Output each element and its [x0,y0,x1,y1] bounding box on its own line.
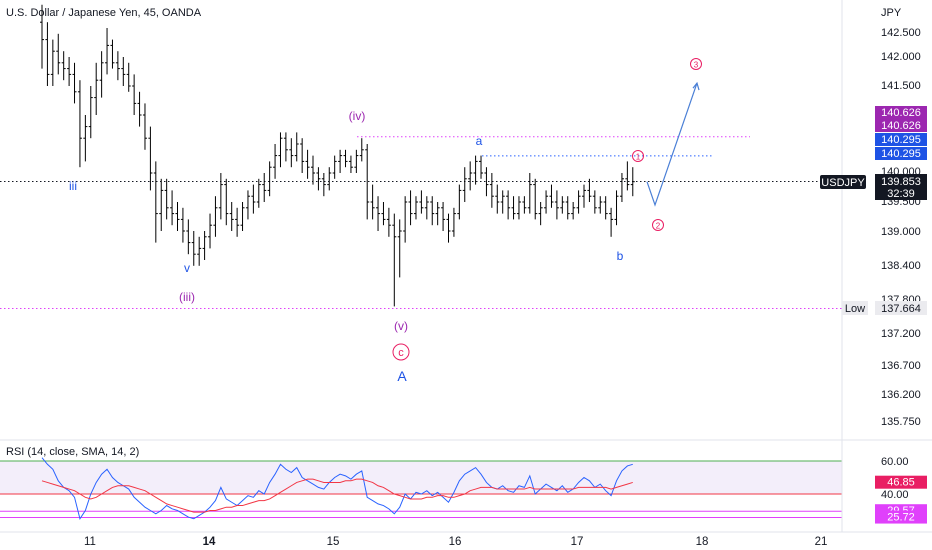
price-badge-label: 140.626 [881,120,921,132]
rsi-tick-label: 60.00 [881,456,909,468]
wave-circle [392,343,410,361]
price-tick-label: 135.750 [881,416,921,428]
price-tick-label: 142.500 [881,27,921,39]
wave-circle [632,150,644,162]
currency-unit: JPY [881,7,902,19]
wave-label: b [617,249,624,263]
wave-label: 1 [636,153,641,162]
symbol-tag-label: USDJPY [821,177,865,189]
wave-label: (iii) [179,290,195,304]
rsi-band [0,461,842,494]
current-price-label: 139.853 [881,176,921,188]
price-tick-label: 138.400 [881,260,921,272]
wave-label: v [184,261,190,275]
wave-labels: iii v (iii) (iv) (v) cAa b 1 2 3 [69,58,702,384]
wave-circle [690,58,702,70]
countdown-label: 32:39 [887,188,915,200]
price-tick-label: 142.000 [881,51,921,63]
price-badge [875,119,927,132]
level-lines [0,136,842,309]
price-tick-label: 136.700 [881,360,921,372]
wave-label: iii [69,179,77,193]
wave-circle [652,219,664,231]
rsi-title: RSI (14, close, SMA, 14, 2) [6,446,139,458]
price-badge [875,106,927,119]
symbol-tag [820,175,866,189]
rsi-pane[interactable] [0,457,842,520]
wave-label: a [476,134,483,148]
time-tick-label: 18 [696,536,709,548]
low-tag-label: Low [845,303,865,315]
price-tick-label: 136.200 [881,389,921,401]
arrow-head [692,81,700,91]
price-badge-label: 140.295 [881,148,921,160]
time-tick-label: 21 [815,536,828,548]
time-tick-label: 11 [84,536,96,548]
time-tick-label: 14 [203,536,216,548]
price-tick-label: 139.000 [881,226,921,238]
wave-label: A [397,368,407,384]
time-tick-label: 17 [571,536,584,548]
price-tick-label: 141.500 [881,80,921,92]
wave-label: (iv) [349,109,366,123]
price-badge [875,133,927,146]
rsi-badge [875,510,927,524]
wave-label: 2 [656,222,661,231]
projection [646,81,700,207]
low-value-badge [875,301,927,315]
projection-path [646,82,698,207]
chart-title: U.S. Dollar / Japanese Yen, 45, OANDA [6,7,202,19]
low-tag [842,301,868,315]
candles[interactable] [40,4,635,307]
rsi-ma-line [41,478,633,513]
rsi-badge [875,475,927,489]
rsi-badge-label: 25.72 [887,512,915,524]
current-price-badge [875,174,927,200]
price-tick-label: 137.200 [881,328,921,340]
wave-label: c [398,347,404,359]
time-tick-label: 16 [449,536,462,548]
wave-label: (v) [394,319,408,333]
rsi-tick-label: 40.00 [881,489,909,501]
rsi-badge-label: 46.85 [887,477,915,489]
rsi-line [41,457,633,520]
time-tick-label: 15 [327,536,340,548]
price-badge [875,147,927,160]
price-badge-label: 140.626 [881,107,921,119]
time-axis[interactable]: 11 14 15 16 17 18 21 [84,536,827,548]
low-value-label: 137.664 [881,303,921,315]
price-badge-label: 140.295 [881,134,921,146]
wave-label: 3 [694,61,699,70]
